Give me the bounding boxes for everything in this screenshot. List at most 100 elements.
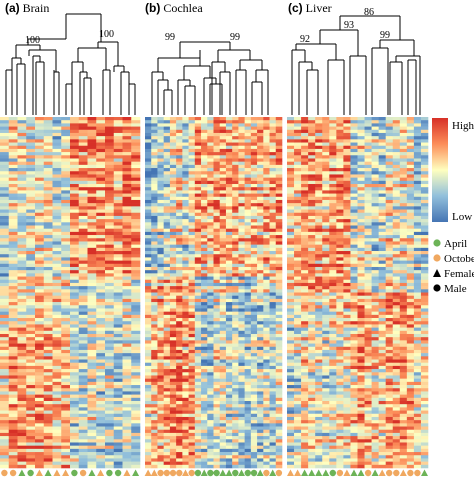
- heatmap-cell: [87, 225, 97, 229]
- heatmap-cell: [225, 117, 233, 121]
- heatmap-cell: [0, 168, 10, 172]
- heatmap-cell: [61, 263, 71, 268]
- heatmap-cell: [8, 298, 18, 303]
- heatmap-cell: [250, 439, 258, 443]
- heatmap-cell: [244, 152, 252, 156]
- heatmap-cell: [182, 362, 189, 367]
- heatmap-cell: [238, 120, 245, 124]
- heatmap-cell: [225, 238, 233, 242]
- heatmap-cell: [263, 305, 270, 309]
- heatmap-cell: [269, 152, 277, 156]
- heatmap-cell: [78, 136, 88, 140]
- heatmap-cell: [301, 282, 309, 287]
- heatmap-cell: [329, 158, 337, 162]
- heatmap-cell: [122, 464, 132, 469]
- heatmap-cell: [113, 318, 123, 322]
- heatmap-cell: [43, 145, 53, 150]
- heatmap-cell: [301, 445, 309, 450]
- heatmap-cell: [157, 302, 164, 306]
- heatmap-cell: [169, 190, 177, 194]
- heatmap-cell: [182, 241, 189, 245]
- heatmap-cell: [269, 394, 277, 399]
- heatmap-cell: [145, 215, 152, 220]
- heatmap-cell: [269, 461, 277, 466]
- heatmap-cell: [207, 346, 214, 351]
- heatmap-cell: [188, 199, 196, 204]
- heatmap-cell: [269, 177, 277, 182]
- heatmap-cell: [194, 426, 202, 431]
- heatmap-cell: [43, 292, 53, 296]
- heatmap-cell: [78, 238, 88, 242]
- heatmap-cell: [43, 356, 53, 360]
- heatmap-cell: [70, 273, 80, 277]
- heatmap-cell: [176, 298, 183, 303]
- heatmap-cell: [225, 429, 233, 434]
- heatmap-cell: [87, 228, 97, 233]
- heatmap-cell: [194, 238, 202, 242]
- heatmap-cell: [194, 385, 202, 389]
- heatmap-cell: [87, 346, 97, 351]
- heatmap-cell: [287, 184, 295, 188]
- heatmap-cell: [105, 158, 115, 162]
- heatmap-cell: [145, 452, 152, 456]
- heatmap-cell: [157, 394, 164, 399]
- heatmap-cell: [315, 410, 323, 415]
- heatmap-cell: [201, 429, 208, 434]
- heatmap-cell: [287, 219, 295, 223]
- heatmap-cell: [232, 324, 239, 328]
- heatmap-cell: [232, 225, 239, 229]
- heatmap-cell: [287, 270, 295, 274]
- heatmap-cell: [105, 420, 115, 424]
- heatmap-cell: [35, 168, 45, 172]
- heatmap-cell: [250, 174, 258, 178]
- heatmap-cell: [294, 426, 302, 431]
- heatmap-cell: [96, 378, 106, 383]
- heatmap-cell: [122, 362, 132, 367]
- heatmap-cell: [263, 196, 270, 201]
- heatmap-cell: [201, 333, 208, 338]
- heatmap-cell: [113, 238, 123, 242]
- heatmap-cell: [17, 203, 27, 207]
- heatmap-cell: [131, 187, 141, 191]
- heatmap-cell: [188, 193, 196, 198]
- heatmap-cell: [219, 375, 227, 379]
- heatmap-cell: [232, 120, 239, 124]
- heatmap-cell: [322, 295, 330, 300]
- heatmap-cell: [188, 292, 196, 296]
- heatmap-cell: [8, 145, 18, 150]
- heatmap-cell: [122, 391, 132, 395]
- heatmap-cell: [176, 282, 183, 287]
- heatmap-cell: [232, 187, 239, 191]
- heatmap-cell: [225, 400, 233, 405]
- heatmap-cell: [188, 241, 196, 245]
- heatmap-cell: [213, 343, 221, 348]
- heatmap-cell: [35, 247, 45, 252]
- heatmap-cell: [257, 439, 264, 443]
- heatmap-cell: [8, 375, 18, 379]
- heatmap-cell: [35, 298, 45, 303]
- heatmap-cell: [213, 193, 221, 198]
- heatmap-cell: [151, 235, 158, 239]
- heatmap-cell: [113, 139, 123, 143]
- heatmap-cell: [219, 266, 227, 271]
- heatmap-cell: [301, 330, 309, 335]
- heatmap-cell: [225, 161, 233, 166]
- heatmap-cell: [176, 369, 183, 373]
- heatmap-cell: [315, 209, 323, 214]
- heatmap-cell: [257, 184, 264, 188]
- heatmap-cell: [194, 247, 202, 252]
- heatmap-cell: [113, 448, 123, 453]
- heatmap-cell: [269, 416, 277, 421]
- heatmap-cell: [8, 356, 18, 360]
- heatmap-cell: [225, 263, 233, 268]
- heatmap-cell: [315, 442, 323, 446]
- heatmap-cell: [219, 308, 227, 312]
- heatmap-cell: [225, 455, 233, 459]
- heatmap-cell: [232, 244, 239, 249]
- panel-b-label: (b) Cochlea: [145, 1, 203, 16]
- heatmap-cell: [8, 426, 18, 431]
- heatmap-cell: [113, 420, 123, 424]
- heatmap-cell: [238, 385, 245, 389]
- heatmap-cell: [308, 359, 316, 363]
- heatmap-cell: [238, 413, 245, 418]
